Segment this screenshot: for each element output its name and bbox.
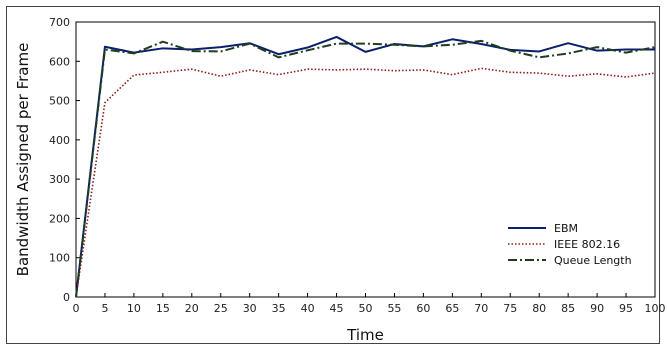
- legend-label: IEEE 802.16: [554, 238, 620, 251]
- x-tick-label: 45: [330, 302, 344, 315]
- y-tick-label: 400: [49, 134, 70, 147]
- y-tick-label: 0: [63, 291, 70, 304]
- y-tick-label: 100: [49, 252, 70, 265]
- legend-label: EBM: [554, 222, 578, 235]
- x-tick-label: 0: [73, 302, 80, 315]
- x-tick-label: 15: [156, 302, 170, 315]
- x-tick-label: 50: [359, 302, 373, 315]
- x-tick-label: 20: [185, 302, 199, 315]
- x-tick-label: 90: [590, 302, 604, 315]
- y-tick-label: 500: [49, 95, 70, 108]
- y-tick-label: 700: [49, 16, 70, 29]
- x-axis-title: Time: [346, 326, 384, 344]
- x-tick-label: 35: [272, 302, 286, 315]
- y-tick-label: 600: [49, 55, 70, 68]
- y-axis-title: Bandwidth Assigned per Frame: [14, 43, 32, 277]
- x-tick-label: 80: [532, 302, 546, 315]
- x-tick-label: 30: [243, 302, 257, 315]
- y-tick-label: 200: [49, 212, 70, 225]
- chart-frame: [6, 6, 660, 344]
- x-tick-label: 65: [445, 302, 459, 315]
- legend-label: Queue Length: [554, 254, 632, 267]
- series-line-ieee-802-16: [75, 67, 656, 298]
- x-tick-label: 40: [301, 302, 315, 315]
- x-tick-label: 25: [214, 302, 228, 315]
- x-tick-label: 70: [474, 302, 488, 315]
- x-tick-label: 5: [101, 302, 108, 315]
- x-tick-label: 95: [619, 302, 633, 315]
- x-tick-label: 60: [416, 302, 430, 315]
- x-tick-label: 55: [387, 302, 401, 315]
- x-tick-label: 100: [645, 302, 666, 315]
- x-tick-label: 75: [503, 302, 517, 315]
- x-tick-label: 10: [127, 302, 141, 315]
- x-tick-label: 85: [561, 302, 575, 315]
- y-tick-label: 300: [49, 173, 70, 186]
- series-line-ebm: [75, 35, 655, 298]
- series-line-queue-length: [75, 39, 656, 298]
